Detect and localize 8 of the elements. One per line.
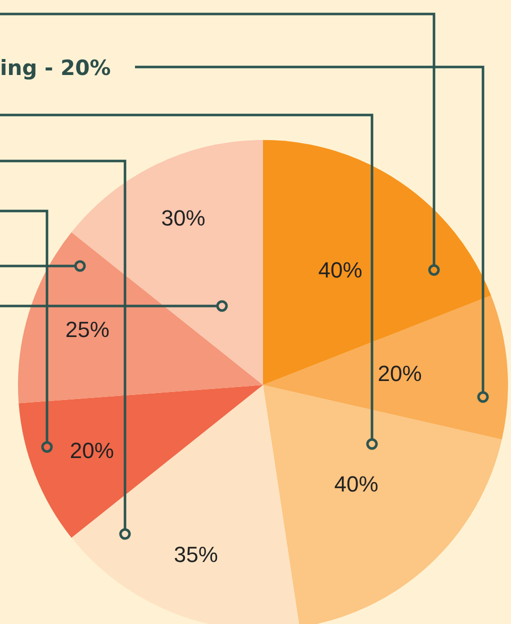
data-label: 40%	[318, 258, 362, 283]
data-label: 35%	[174, 542, 218, 568]
data-label: 30%	[161, 206, 206, 231]
data-label: 25%	[65, 316, 110, 342]
data-label: 20%	[70, 438, 114, 464]
data-label: 20%	[378, 360, 422, 386]
text: ing - 20%	[0, 56, 111, 80]
data-label: 40%	[334, 472, 378, 497]
